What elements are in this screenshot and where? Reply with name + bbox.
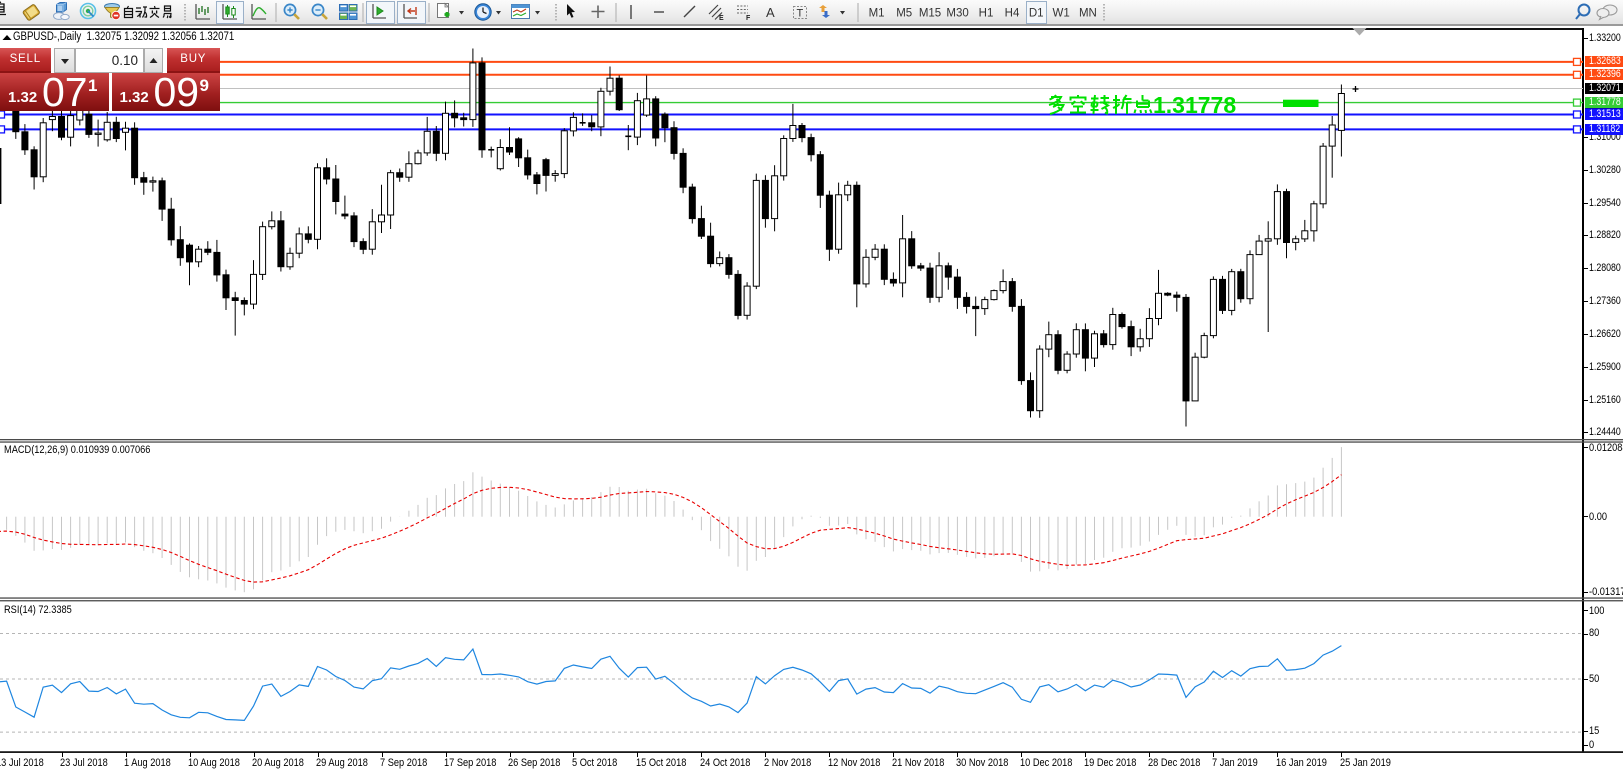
svg-text:T: T [797, 8, 804, 20]
svg-text:M30: M30 [946, 8, 968, 20]
svg-text:F: F [746, 15, 751, 22]
svg-text:1.31778: 1.31778 [1153, 92, 1236, 118]
svg-text:H1: H1 [979, 8, 994, 20]
svg-text:A: A [766, 5, 775, 20]
svg-text:M15: M15 [919, 8, 941, 20]
svg-text:W1: W1 [1052, 8, 1069, 20]
svg-text:D1: D1 [1029, 8, 1044, 20]
svg-text:M1: M1 [869, 8, 885, 20]
svg-text:M5: M5 [896, 8, 912, 20]
svg-text:MN: MN [1079, 8, 1097, 20]
svg-text:H4: H4 [1005, 8, 1020, 20]
svg-text:E: E [719, 15, 724, 22]
